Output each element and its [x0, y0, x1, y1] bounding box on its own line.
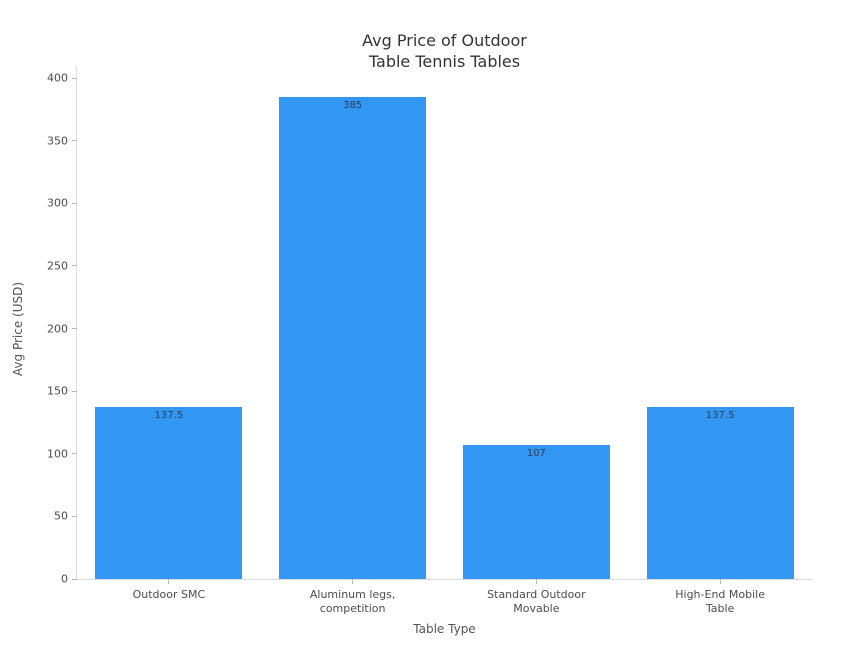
y-tick-mark [72, 77, 77, 79]
y-tick-mark [72, 328, 77, 329]
y-tick-mark [72, 265, 77, 267]
x-tick-mark [168, 579, 170, 584]
y-tick-mark [72, 453, 77, 455]
y-tick-label: 0 [61, 572, 68, 586]
bar[interactable]: 137.5 [646, 406, 794, 579]
y-tick-label: 200 [47, 322, 68, 335]
bar-value-label: 385 [343, 99, 363, 111]
y-tick-label: 50 [54, 509, 68, 523]
x-axis-title: Table Type [413, 622, 476, 636]
x-tick-label: High-End Mobile Table [675, 588, 765, 615]
y-tick-label: 250 [47, 259, 68, 273]
y-tick-label: 350 [47, 134, 68, 148]
y-tick-mark [72, 578, 77, 580]
x-tick-label: Aluminum legs, competition [309, 588, 396, 615]
y-tick-mark [72, 202, 77, 204]
bar-value-label: 137.5 [705, 409, 735, 421]
y-axis-line [76, 66, 77, 579]
y-tick-label: 300 [47, 196, 68, 210]
x-axis-line [76, 579, 813, 580]
x-tick-mark [535, 579, 537, 584]
y-axis-title: Avg Price (USD) [11, 281, 25, 377]
bar[interactable]: 385 [279, 96, 427, 579]
y-tick-mark [72, 515, 77, 517]
bar[interactable]: 137.5 [95, 406, 243, 579]
x-tick-label: Outdoor SMC [132, 588, 206, 601]
x-tick-mark [719, 579, 721, 584]
y-tick-label: 100 [47, 447, 68, 461]
bar[interactable]: 107 [462, 444, 610, 579]
x-tick-label: Standard Outdoor Movable [487, 588, 586, 615]
y-tick-mark [72, 390, 77, 392]
x-tick-mark [352, 579, 354, 584]
bar-value-label: 137.5 [154, 409, 184, 421]
bar-value-label: 107 [526, 447, 546, 459]
y-tick-mark [72, 140, 77, 142]
y-tick-label: 150 [47, 384, 68, 398]
y-tick-label: 400 [47, 71, 68, 85]
plot-area: 0 50 100 150 200 250 300 350 400 137.5 Outdoor SMC… [47, 66, 813, 615]
chart-title: Avg Price of Outdoor Table Tennis Tables [362, 31, 527, 71]
